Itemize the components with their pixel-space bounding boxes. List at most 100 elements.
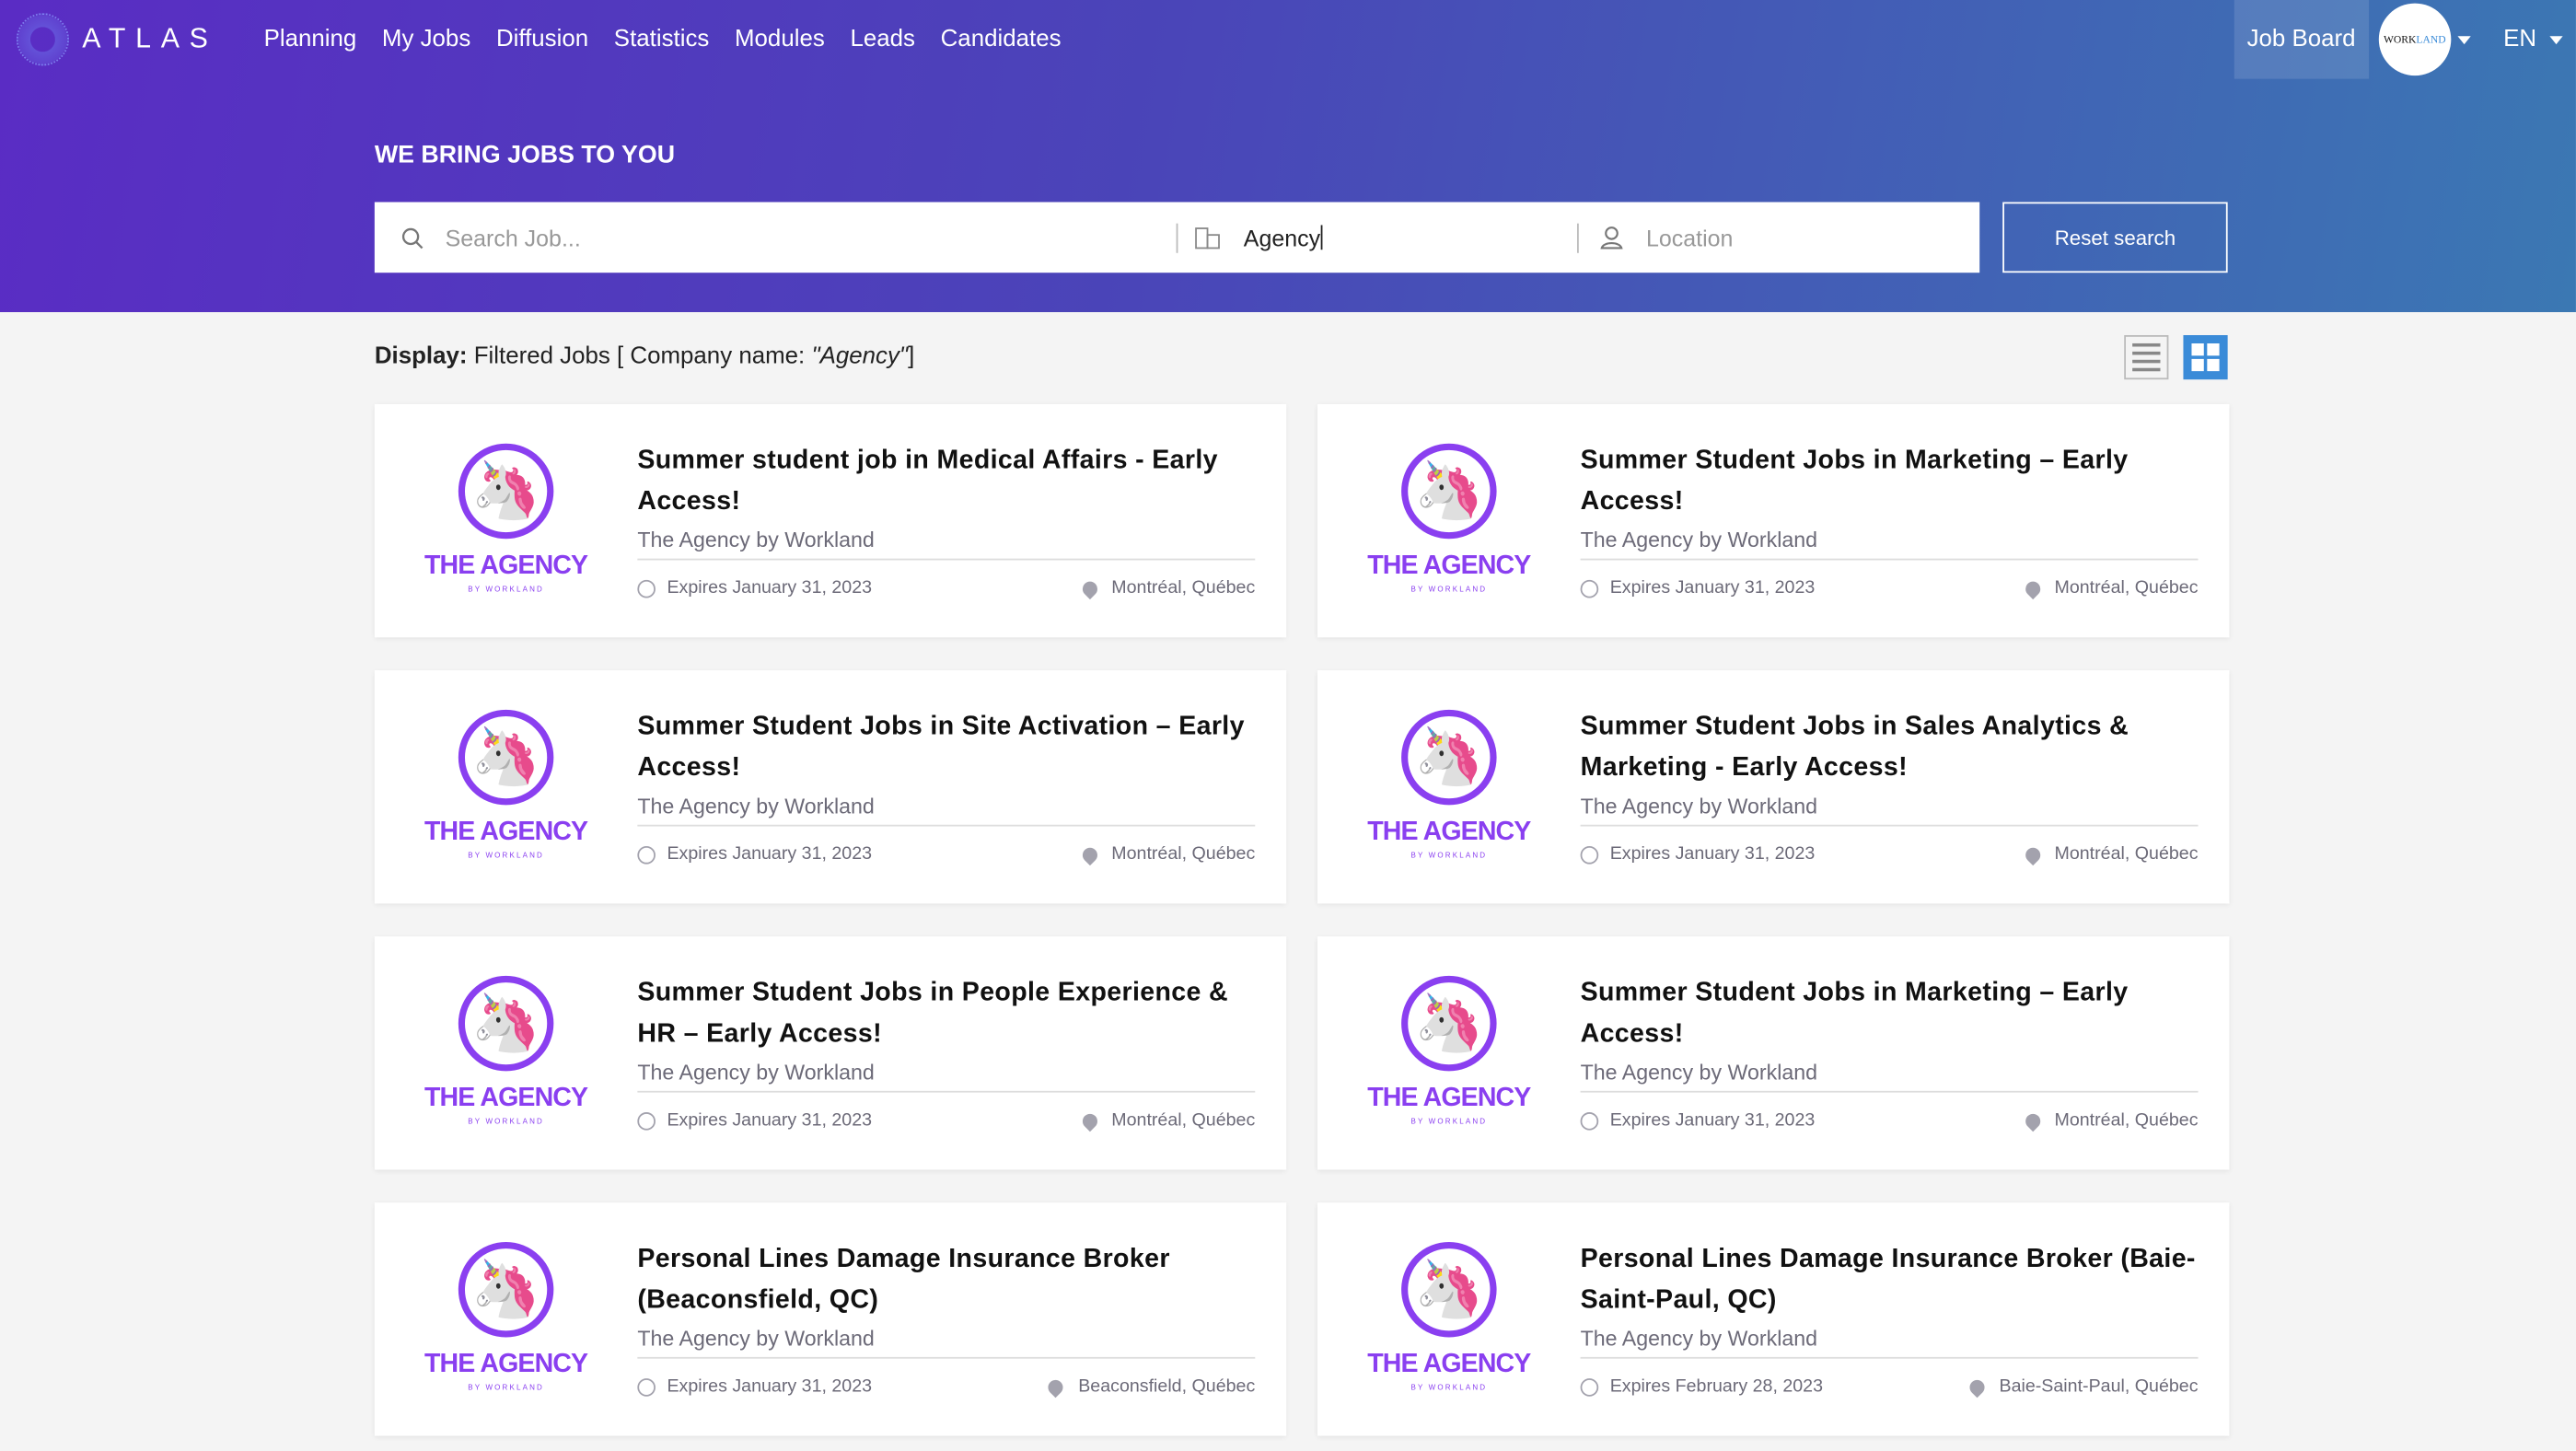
logo-subtitle: BY WORKLAND xyxy=(1410,1117,1488,1126)
map-pin-icon xyxy=(1045,1376,1067,1398)
job-location: Beaconsfield, Québec xyxy=(1045,1376,1255,1398)
avatar-text-accent: LAND xyxy=(2416,33,2446,46)
company-logo: 🦄 THE AGENCY BY WORKLAND xyxy=(408,975,605,1126)
company-logo: 🦄 THE AGENCY BY WORKLAND xyxy=(1351,443,1548,593)
job-card[interactable]: 🦄 THE AGENCY BY WORKLAND Summer student … xyxy=(374,403,1287,638)
account-caret-icon[interactable] xyxy=(2457,35,2471,44)
job-title[interactable]: Summer Student Jobs in People Experience… xyxy=(637,979,1229,1049)
job-title[interactable]: Summer Student Jobs in Site Activation –… xyxy=(637,713,1245,783)
location-text: Montréal, Québec xyxy=(2054,1110,2199,1131)
nav-leads[interactable]: Leads xyxy=(850,26,915,53)
nav-job-board[interactable]: Job Board xyxy=(2234,0,2369,79)
unicorn-logo-icon: 🦄 xyxy=(458,1242,554,1338)
nav-my-jobs[interactable]: My Jobs xyxy=(381,26,471,53)
company-logo: 🦄 THE AGENCY BY WORKLAND xyxy=(1351,975,1548,1126)
divider xyxy=(637,558,1256,561)
job-expiry: Expires January 31, 2023 xyxy=(1580,1110,1816,1131)
logo-subtitle: BY WORKLAND xyxy=(1410,1383,1488,1392)
location-text: Montréal, Québec xyxy=(2054,578,2199,598)
nav-diffusion[interactable]: Diffusion xyxy=(495,26,589,53)
unicorn-logo-icon: 🦄 xyxy=(458,975,554,1072)
job-card[interactable]: 🦄 THE AGENCY BY WORKLAND Summer Student … xyxy=(1317,936,2230,1170)
job-company: The Agency by Workland xyxy=(637,527,875,552)
search-icon xyxy=(401,226,424,249)
logo-name: THE AGENCY xyxy=(1367,1084,1531,1113)
job-card[interactable]: 🦄 THE AGENCY BY WORKLAND Personal Lines … xyxy=(1317,1202,2230,1436)
job-title[interactable]: Summer Student Jobs in Marketing – Early… xyxy=(1580,979,2129,1049)
divider xyxy=(637,1356,1256,1359)
job-title[interactable]: Personal Lines Damage Insurance Broker (… xyxy=(1580,1245,2196,1315)
job-location: Baie-Saint-Paul, Québec xyxy=(1967,1376,2199,1398)
map-pin-icon xyxy=(1078,1109,1100,1132)
logo-subtitle: BY WORKLAND xyxy=(468,1117,544,1126)
job-card[interactable]: 🦄 THE AGENCY BY WORKLAND Summer Student … xyxy=(374,670,1287,904)
expiry-text: Expires January 31, 2023 xyxy=(667,1110,873,1131)
job-expiry: Expires January 31, 2023 xyxy=(637,1376,873,1397)
expiry-text: Expires January 31, 2023 xyxy=(1609,1110,1816,1131)
unicorn-logo-icon: 🦄 xyxy=(1401,443,1497,540)
location-input[interactable]: Location xyxy=(1645,224,1734,251)
divider xyxy=(1580,558,2199,561)
expiry-text: Expires January 31, 2023 xyxy=(667,1376,873,1397)
hero-banner: ATLAS Planning My Jobs Diffusion Statist… xyxy=(0,0,2576,313)
filter-text: Filtered Jobs [ Company name: xyxy=(473,342,812,370)
job-location: Montréal, Québec xyxy=(1078,577,1255,599)
reset-search-button[interactable]: Reset search xyxy=(2002,202,2228,273)
job-location: Montréal, Québec xyxy=(1078,843,1255,865)
company-logo: 🦄 THE AGENCY BY WORKLAND xyxy=(408,1242,605,1391)
grid-icon xyxy=(2191,342,2220,372)
account-avatar[interactable]: WORK LAND xyxy=(2378,3,2452,76)
display-label: Display: xyxy=(374,342,468,370)
job-card[interactable]: 🦄 THE AGENCY BY WORKLAND Summer Student … xyxy=(374,936,1287,1170)
language-select[interactable]: EN xyxy=(2503,26,2537,53)
job-card[interactable]: 🦄 THE AGENCY BY WORKLAND Personal Lines … xyxy=(374,1202,1287,1436)
company-field[interactable]: Agency xyxy=(1178,202,1577,273)
job-expiry: Expires February 28, 2023 xyxy=(1580,1376,1823,1397)
location-field[interactable]: Location xyxy=(1579,202,1734,273)
logo-name: THE AGENCY xyxy=(1367,551,1531,580)
brand-logo[interactable]: ATLAS xyxy=(16,13,218,66)
nav-statistics[interactable]: Statistics xyxy=(613,26,710,53)
job-expiry: Expires January 31, 2023 xyxy=(1580,578,1816,598)
logo-name: THE AGENCY xyxy=(1367,1350,1531,1379)
job-card[interactable]: 🦄 THE AGENCY BY WORKLAND Summer Student … xyxy=(1317,670,2230,904)
building-icon xyxy=(1195,227,1220,250)
clock-icon xyxy=(1580,579,1599,598)
brand-name: ATLAS xyxy=(82,22,218,54)
filter-close-bracket: ] xyxy=(908,342,915,370)
job-location: Montréal, Québec xyxy=(1078,1109,1255,1132)
nav-candidates[interactable]: Candidates xyxy=(940,26,1062,53)
unicorn-logo-icon: 🦄 xyxy=(1401,709,1497,806)
clock-icon xyxy=(1580,1111,1599,1130)
job-title[interactable]: Summer student job in Medical Affairs - … xyxy=(637,447,1218,517)
atlas-logo-icon xyxy=(16,13,69,66)
map-pin-icon xyxy=(1078,577,1100,599)
map-pin-icon xyxy=(1967,1376,1988,1398)
list-view-button[interactable] xyxy=(2124,335,2169,380)
job-company: The Agency by Workland xyxy=(1580,793,1818,818)
divider xyxy=(637,1090,1256,1093)
filter-query: "Agency" xyxy=(811,342,909,370)
job-title[interactable]: Summer Student Jobs in Sales Analytics &… xyxy=(1580,713,2129,783)
job-search-field[interactable]: Search Job... xyxy=(375,202,1177,273)
language-caret-icon[interactable] xyxy=(2549,35,2563,44)
expiry-text: Expires January 31, 2023 xyxy=(1609,578,1816,598)
filter-summary: Display: Filtered Jobs [ Company name: "… xyxy=(375,343,914,370)
company-logo: 🦄 THE AGENCY BY WORKLAND xyxy=(408,443,605,594)
nav-planning[interactable]: Planning xyxy=(263,26,357,53)
nav-modules[interactable]: Modules xyxy=(734,26,825,53)
job-company: The Agency by Workland xyxy=(1580,527,1818,552)
top-nav: ATLAS Planning My Jobs Diffusion Statist… xyxy=(0,0,2576,79)
logo-name: THE AGENCY xyxy=(424,1084,588,1113)
grid-view-button[interactable] xyxy=(2183,335,2228,380)
job-title[interactable]: Summer Student Jobs in Marketing – Early… xyxy=(1580,447,2129,517)
job-expiry: Expires January 31, 2023 xyxy=(637,1110,873,1131)
logo-subtitle: BY WORKLAND xyxy=(468,585,544,594)
job-title[interactable]: Personal Lines Damage Insurance Broker (… xyxy=(637,1245,1170,1315)
search-input[interactable]: Search Job... xyxy=(445,224,581,251)
company-input[interactable]: Agency xyxy=(1243,224,1321,251)
location-text: Baie-Saint-Paul, Québec xyxy=(1999,1376,2199,1397)
logo-subtitle: BY WORKLAND xyxy=(468,851,544,860)
job-card[interactable]: 🦄 THE AGENCY BY WORKLAND Summer Student … xyxy=(1317,403,2230,638)
hero-title: WE BRING JOBS TO YOU xyxy=(374,141,676,169)
